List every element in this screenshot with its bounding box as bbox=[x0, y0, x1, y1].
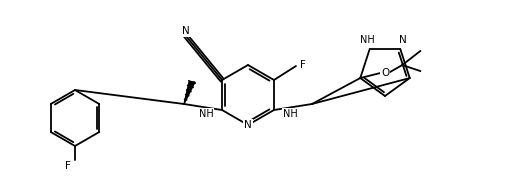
Text: N: N bbox=[182, 26, 190, 36]
Text: NH: NH bbox=[282, 109, 297, 119]
Text: O: O bbox=[381, 68, 389, 78]
Text: NH: NH bbox=[199, 109, 213, 119]
Polygon shape bbox=[184, 82, 195, 104]
Text: F: F bbox=[65, 161, 71, 171]
Text: N: N bbox=[399, 35, 407, 45]
Text: N: N bbox=[244, 120, 252, 130]
Text: F: F bbox=[300, 60, 306, 70]
Text: NH: NH bbox=[361, 35, 375, 45]
